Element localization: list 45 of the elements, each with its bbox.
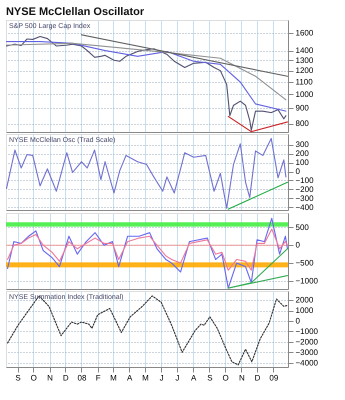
y-tick-label: 1400 <box>296 46 314 56</box>
x-tick-label: J <box>160 374 164 382</box>
x-tick-label: M <box>110 374 118 382</box>
y-tick-label: 200 <box>296 149 310 158</box>
y-tick-label: −300 <box>296 194 314 203</box>
x-tick-label: N <box>238 374 245 382</box>
y-tick-label: 800 <box>296 119 310 128</box>
y-tick-label: 0 <box>296 167 300 176</box>
x-tick-label: M <box>142 374 150 382</box>
y-tick-label: 900 <box>296 104 310 113</box>
y-tick-label: 500 <box>296 222 310 232</box>
x-tick-label: O <box>30 374 37 382</box>
chart-title: NYSE McClellan Oscillator <box>6 6 145 18</box>
y-tick-label: 1000 <box>296 90 314 99</box>
y-tick-label: 1600 <box>296 28 314 38</box>
y-tick-label: 100 <box>296 158 310 168</box>
y-tick-label: −4000 <box>296 358 319 368</box>
x-tick-label: A <box>127 374 134 382</box>
x-tick-label: N <box>47 374 54 382</box>
x-tick-label: D <box>62 374 69 382</box>
y-tick-label: −200 <box>296 184 314 194</box>
x-tick-label: 09 <box>269 374 279 382</box>
y-tick-label: 0 <box>296 240 300 250</box>
y-tick-label: −2000 <box>296 337 319 346</box>
x-tick-label: S <box>207 374 213 382</box>
y-tick-label: −400 <box>296 202 314 212</box>
x-tick-label: D <box>254 374 261 382</box>
y-tick-label: 300 <box>296 140 310 150</box>
x-tick-label: O <box>222 374 229 382</box>
x-tick-label: S <box>15 374 21 382</box>
y-tick-label: −1000 <box>296 326 319 336</box>
y-tick-label: 0 <box>296 316 300 326</box>
x-tick-label: J <box>175 374 180 382</box>
y-tick-label: 1200 <box>296 66 314 76</box>
x-tick-label: 08 <box>78 374 87 382</box>
y-tick-label: −500 <box>296 258 314 268</box>
y-tick-label: 1000 <box>296 306 314 316</box>
x-tick-label: F <box>96 374 101 382</box>
x-tick-label: A <box>190 374 197 382</box>
y-tick-label: −3000 <box>296 348 319 357</box>
y-tick-label: 1100 <box>296 78 314 87</box>
y-tick-label: −1000 <box>296 276 319 286</box>
y-tick-label: −100 <box>296 176 314 185</box>
y-tick-label: 2000 <box>296 296 314 305</box>
y-tick-label: 1300 <box>296 56 314 65</box>
